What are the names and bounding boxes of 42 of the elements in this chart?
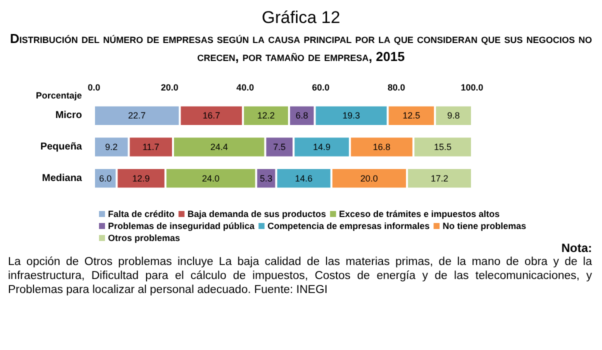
x-tick-label: 60.0 <box>312 82 330 92</box>
x-tick-label: 100.0 <box>460 82 484 92</box>
data-label: 17.2 <box>430 173 448 184</box>
legend-label: Falta de crédito <box>108 209 176 219</box>
y-tick-label: Mediana <box>42 172 82 184</box>
data-label: 6.8 <box>296 110 308 121</box>
data-label: 6.0 <box>99 173 112 184</box>
text: La opción de Otros problemas incluye La baja calidad de las materias primas, de la mano de obra y de la infraestructura, Dificultad para el cálculo de impuestos, Costos de energía y de las telecomunicaciones, y Problemas para localizar al personal adecuado. Fuente: INEGI <box>7 255 593 297</box>
x-tick-label: 0.0 <box>88 82 100 92</box>
x-axis-title: Porcentaje <box>36 90 82 100</box>
data-label: 19.3 <box>342 110 360 121</box>
chart-title: Gráfica 12 <box>260 8 342 28</box>
data-label: 11.7 <box>142 142 160 152</box>
data-label: 5.3 <box>260 173 272 184</box>
data-label: 14.6 <box>295 173 313 184</box>
text: Nota: <box>560 241 593 255</box>
data-label: 12.2 <box>257 110 275 121</box>
data-label: 24.0 <box>202 173 220 184</box>
data-label: 24.4 <box>210 142 228 152</box>
data-label: 12.9 <box>132 173 150 184</box>
chart-subtitle: Distribución del número de empresas según la causa principal por la que consideran que sus negocios no crecen, por tamaño de empresa, 2015 <box>8 30 594 66</box>
y-tick-label: Micro <box>55 110 82 122</box>
data-label: 22.7 <box>128 110 146 121</box>
data-label: 16.8 <box>372 142 390 152</box>
data-label: 20.0 <box>360 173 378 184</box>
data-label: 9.2 <box>105 142 118 152</box>
data-label: 7.5 <box>273 142 286 152</box>
x-tick-label: 80.0 <box>388 82 406 92</box>
y-tick-label: Pequeña <box>40 142 82 152</box>
x-tick-label: 40.0 <box>236 82 254 92</box>
data-label: 16.7 <box>202 110 220 121</box>
legend-label: Competencia de empresas informales <box>268 221 430 231</box>
legend-label: Baja demanda de sus productos <box>188 209 326 219</box>
legend-label: Exceso de trámites e impuestos altos <box>339 209 500 219</box>
data-label: 9.8 <box>447 110 460 121</box>
data-label: 15.5 <box>434 142 452 152</box>
x-tick-label: 20.0 <box>160 82 178 92</box>
data-label: 12.5 <box>402 110 420 121</box>
legend-label: No tiene problemas <box>442 221 526 231</box>
data-label: 14.9 <box>312 142 331 152</box>
legend-label: Otros problemas <box>108 233 180 243</box>
legend-label: Problemas de inseguridad pública <box>108 221 256 231</box>
